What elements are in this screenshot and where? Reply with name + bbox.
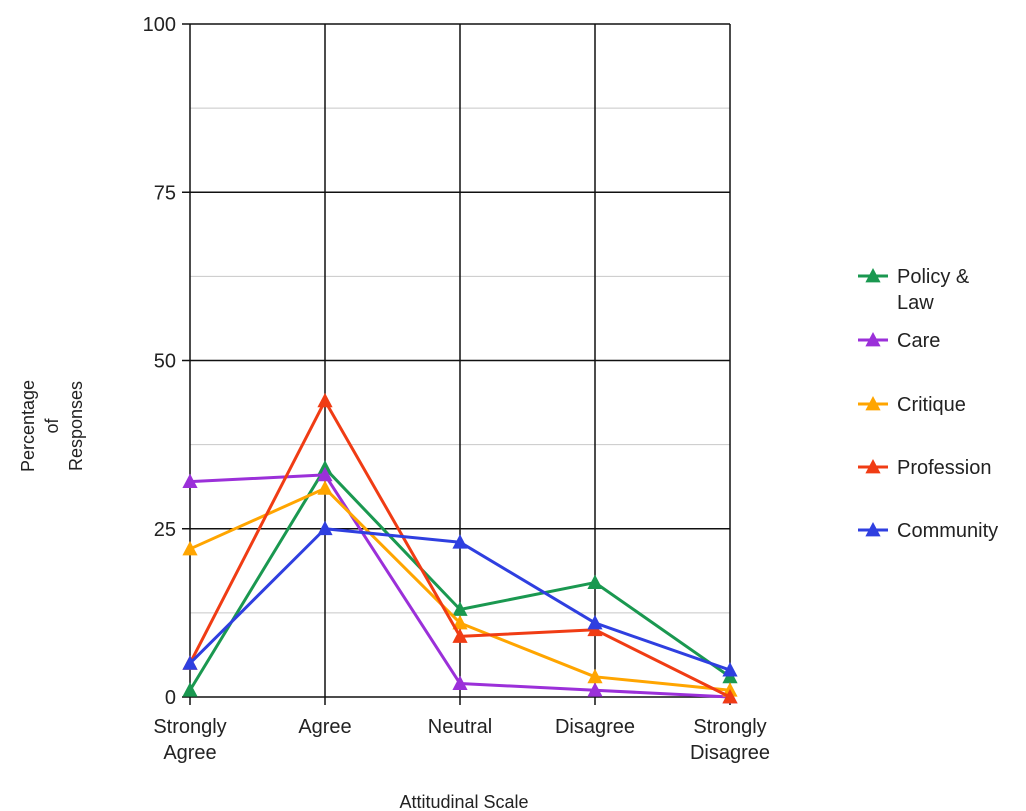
data-point [182,655,198,670]
legend-swatch-marker [865,396,881,411]
legend-label: Policy & Law [897,266,970,314]
legend-swatch-marker [865,522,881,537]
legend-label: Care [897,330,940,352]
data-point [587,668,603,684]
data-point [182,540,198,556]
data-point [317,466,333,482]
legend-label: Critique [897,394,966,416]
data-point [452,675,468,690]
data-point [587,614,603,630]
y-tick-label: 75 [154,182,176,204]
data-point [317,480,333,495]
x-tick-label: Neutral [428,716,492,738]
data-point [182,682,198,697]
legend-swatch-marker [865,268,881,283]
legend-swatch-marker [865,332,881,347]
series-community [182,520,738,677]
data-point [182,473,198,489]
y-tick-label: 50 [154,351,176,373]
data-point [722,662,738,677]
x-tick-label: Disagree [555,716,635,738]
x-tick-label: Agree [298,716,351,738]
legend-label: Profession [897,457,992,479]
legend-item: Critique [858,394,966,416]
y-tick-label: 100 [143,14,176,36]
legend: Policy & Law Care Critique Profession Communi… [858,266,998,542]
legend-swatch-marker [865,459,881,474]
data-point [317,392,333,408]
series-critique [182,480,738,697]
x-tick-label: Strongly Disagree [690,716,770,764]
y-axis-title: Percentage of Responses [18,380,86,472]
data-point [452,628,468,643]
x-tick-label: Strongly Agree [153,716,226,764]
grid [182,23,731,705]
data-point [587,682,603,697]
data-point [317,520,333,536]
data-point [722,689,738,704]
legend-item: Community [858,520,998,542]
legend-item: Care [858,330,940,352]
data-point [452,601,468,616]
data-point [587,574,603,589]
data-point [452,614,468,630]
legend-item: Profession [858,457,992,479]
series-group [182,392,738,704]
series-care [182,466,738,704]
legend-item: Policy & Law [858,266,970,314]
data-point [452,534,468,549]
legend-label: Community [897,520,998,542]
y-tick-label: 25 [154,519,176,541]
x-axis-title: Attitudinal Scale [399,792,528,811]
y-tick-label: 0 [165,687,176,709]
axes: 0 25 50 75 100 Strongly Agree Agree Neutral Disag… [18,14,770,811]
